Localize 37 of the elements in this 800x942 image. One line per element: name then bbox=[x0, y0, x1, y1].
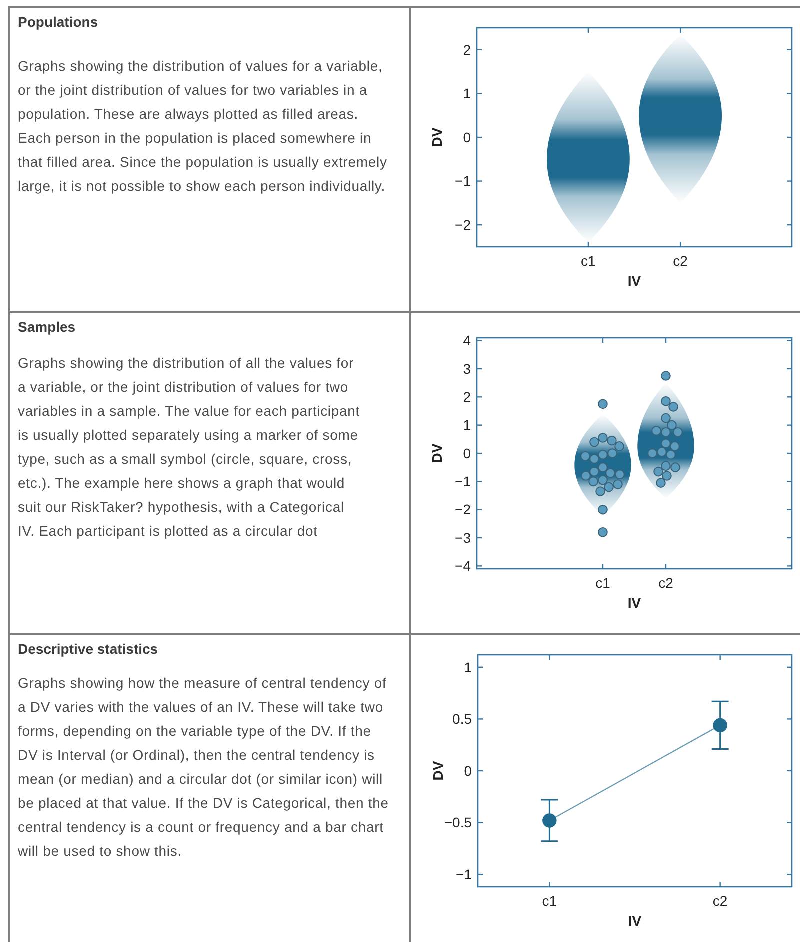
x-axis-title: IV bbox=[628, 595, 642, 611]
y-tick-label: −1 bbox=[455, 173, 472, 190]
x-tick-label: c1 bbox=[542, 893, 558, 909]
y-tick-label: −4 bbox=[455, 558, 472, 574]
text: Descriptive statistics bbox=[18, 640, 160, 659]
y-tick-label: −1 bbox=[455, 474, 472, 490]
y-axis-title: DV bbox=[429, 127, 445, 148]
text: Samples bbox=[18, 318, 77, 337]
y-tick-label: 1 bbox=[464, 659, 472, 676]
x-tick-label: c1 bbox=[596, 575, 611, 591]
text: Graphs showing how the measure of central tendency of a DV varies with the values of an IV. These will take two forms, depending on the variable type of the DV. If the DV is Interval (or Ordinal), then the central tendency is mean (or median) and a circular dot (or similar icon) will be placed at that value. If the DV is Categorical, then the central tendency is a count or frequency and a bar chart will be used to show this. bbox=[18, 674, 390, 861]
x-tick-label: c1 bbox=[581, 253, 596, 269]
x-tick-label: c2 bbox=[658, 575, 674, 591]
y-tick-label: 1 bbox=[463, 86, 472, 102]
y-tick-label: 0 bbox=[463, 129, 472, 146]
y-tick-label: 1 bbox=[463, 417, 472, 434]
text: Graphs showing the distribution of values for a variable, or the joint distribution of values for two variables in a population. These are always plotted as filled areas. Each person in the population is placed somewhere in that filled area. Since the population is usually extremely large, it is not possible to show each person individually. bbox=[18, 57, 388, 196]
y-tick-label: 0 bbox=[463, 445, 472, 462]
y-tick-label: −1 bbox=[456, 866, 472, 882]
y-tick-label: −2 bbox=[455, 217, 472, 233]
x-axis-title: IV bbox=[628, 913, 642, 929]
text: Graphs showing the distribution of all the values for a variable, or the joint distribution of values for two variables in a sample. The value for each participant is usually plotted separately using a marker of some type, such as a small symbol (circle, square, cross, etc.). The example here shows a graph that would suit our RiskTaker? hypothesis, with a Categorical IV. Each participant is plotted as a circular dot bbox=[18, 354, 362, 541]
y-tick-label: 4 bbox=[463, 332, 472, 349]
text: Populations bbox=[18, 13, 100, 32]
y-tick-label: 0 bbox=[464, 762, 472, 779]
y-tick-label: −2 bbox=[455, 502, 472, 518]
y-axis-title: DV bbox=[430, 760, 446, 781]
y-tick-label: −0.5 bbox=[444, 814, 472, 831]
x-axis-title: IV bbox=[628, 273, 642, 289]
x-tick-label: c2 bbox=[673, 253, 688, 269]
y-tick-label: 3 bbox=[463, 360, 472, 377]
y-tick-label: 0.5 bbox=[452, 711, 472, 728]
y-tick-label: −3 bbox=[455, 530, 472, 546]
y-tick-label: 2 bbox=[463, 42, 472, 58]
y-axis-title: DV bbox=[429, 443, 445, 464]
x-tick-label: c2 bbox=[712, 893, 728, 909]
y-tick-label: 2 bbox=[463, 389, 472, 406]
